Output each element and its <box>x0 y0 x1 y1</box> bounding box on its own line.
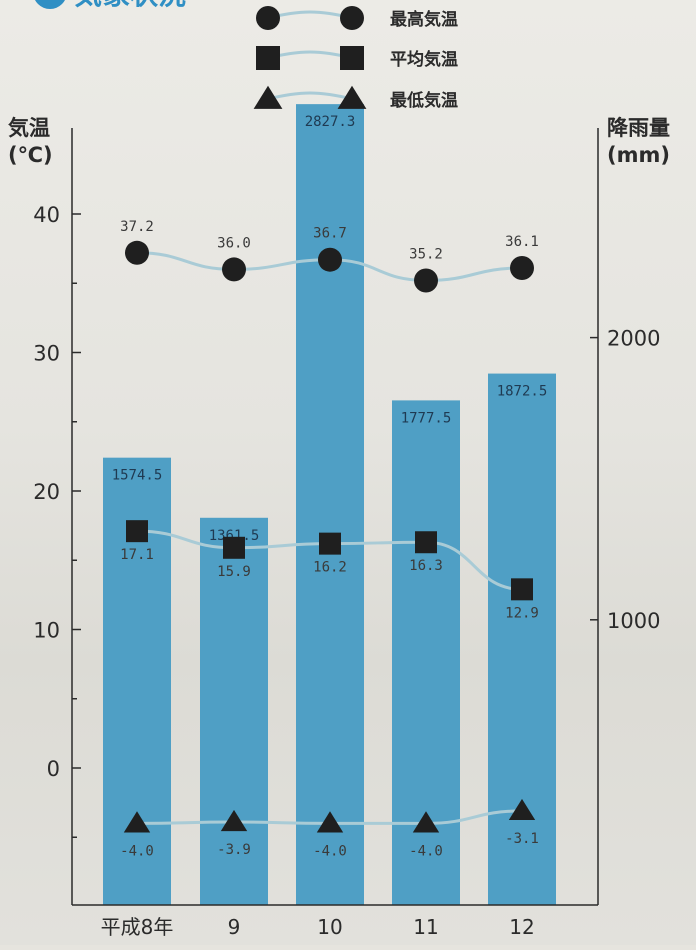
series-0-label-2: 36.7 <box>313 226 347 242</box>
legend-marker-left-1 <box>256 46 280 70</box>
series-1-point-2 <box>319 532 341 555</box>
series-1-point-3 <box>415 531 437 554</box>
rainfall-label-3: 1777.5 <box>401 410 452 426</box>
title-bullet-icon <box>35 0 65 9</box>
series-1-point-0 <box>126 520 148 543</box>
series-1-label-3: 16.3 <box>409 558 443 574</box>
series-1-label-4: 12.9 <box>505 605 539 621</box>
series-1-point-1 <box>223 536 245 559</box>
right-tick-label-1000: 1000 <box>607 609 660 633</box>
x-tick-label-3: 11 <box>413 915 438 939</box>
x-tick-label-0: 平成8年 <box>101 915 174 939</box>
legend-line-0 <box>267 10 353 20</box>
legend-marker-right-1 <box>340 46 364 70</box>
left-tick-label-30: 30 <box>33 342 60 366</box>
series-1-point-4 <box>511 578 533 601</box>
rainfall-label-1: 1361.5 <box>209 528 260 544</box>
left-axis-unit: (℃) <box>8 143 53 167</box>
right-tick-label-2000: 2000 <box>607 327 660 351</box>
left-tick-label-10: 10 <box>33 619 60 643</box>
legend-marker-left-0 <box>256 6 280 30</box>
rainfall-bar-2 <box>296 104 364 906</box>
right-axis-unit: (mm) <box>607 143 670 167</box>
series-2-point-4 <box>508 798 536 821</box>
series-2-point-1 <box>220 809 248 832</box>
series-0-label-1: 36.0 <box>217 235 251 251</box>
rainfall-label-2: 2827.3 <box>305 114 356 130</box>
series-2-point-3 <box>412 811 440 833</box>
legend-line-1 <box>267 50 353 60</box>
x-tick-label-2: 10 <box>317 915 342 939</box>
x-tick-label-4: 12 <box>509 915 534 939</box>
series-0-point-4 <box>510 256 534 281</box>
legend-marker-right-2 <box>337 85 367 109</box>
left-tick-label-40: 40 <box>33 203 60 227</box>
chart-title: 気象状況 <box>74 0 186 11</box>
rainfall-label-4: 1872.5 <box>497 384 548 400</box>
series-1-label-2: 16.2 <box>313 560 347 576</box>
rainfall-bar-4 <box>488 373 556 905</box>
series-0-point-0 <box>125 240 149 265</box>
series-0-point-3 <box>414 268 438 293</box>
series-1-label-1: 15.9 <box>217 564 251 580</box>
series-0-label-0: 37.2 <box>120 219 154 235</box>
legend-label-0: 最高気温 <box>390 9 458 30</box>
rainfall-label-0: 1574.5 <box>112 468 163 484</box>
lines-layer: 37.2 36.0 36.7 35.2 36.1 17.1 15.9 16.2 16.3 12.9… <box>120 219 539 860</box>
series-2-point-2 <box>316 811 344 833</box>
series-2-label-4: -3.1 <box>505 831 539 847</box>
series-2-label-0: -4.0 <box>120 843 154 859</box>
left-axis-title: 気温 <box>8 116 50 140</box>
series-2-label-3: -4.0 <box>409 843 443 859</box>
legend-marker-left-2 <box>253 85 283 109</box>
x-tick-label-1: 9 <box>228 915 241 939</box>
right-axis-title: 降雨量 <box>607 116 670 140</box>
axes-layer: 0 10 20 30 40 1000 2000 平成8年 9 10 11 12 <box>33 128 660 939</box>
legend-line-2 <box>267 91 353 101</box>
series-2-label-2: -4.0 <box>313 843 347 859</box>
series-0-point-2 <box>318 247 342 272</box>
left-tick-label-0: 0 <box>47 757 60 781</box>
rainfall-bar-1 <box>200 517 268 905</box>
legend-label-1: 平均気温 <box>390 49 458 70</box>
left-tick-label-20: 20 <box>33 480 60 504</box>
legend-marker-right-0 <box>340 6 364 30</box>
series-0-label-3: 35.2 <box>409 246 443 262</box>
series-0-label-4: 36.1 <box>505 234 539 250</box>
series-2-point-0 <box>123 811 151 833</box>
series-0-point-1 <box>222 257 246 282</box>
legend-label-2: 最低気温 <box>390 90 458 111</box>
series-1-label-0: 17.1 <box>120 547 154 563</box>
series-2-label-1: -3.9 <box>217 842 251 858</box>
bars-layer: 1574.5 1361.5 2827.3 1777.5 1872.5 <box>103 104 556 906</box>
